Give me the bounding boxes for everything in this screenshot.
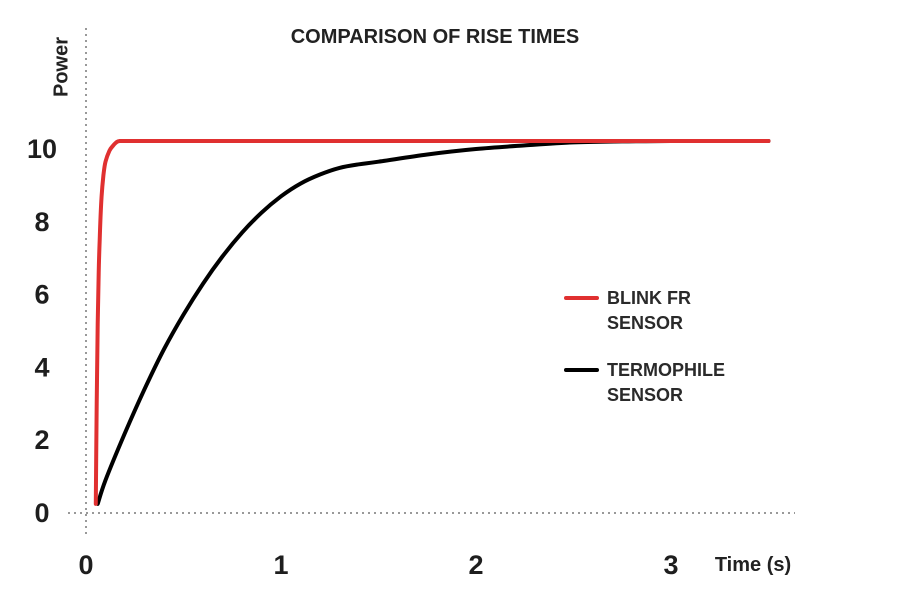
x-tick-label: 3 [663,550,678,580]
legend-entry-termophile: TERMOPHILE SENSOR [607,360,725,405]
y-tick-label: 0 [34,498,49,528]
legend-entry-blink-fr: BLINK FR SENSOR [607,288,691,333]
x-tick-labels: 0 1 2 3 [78,550,678,580]
legend: BLINK FR SENSOR TERMOPHILE SENSOR [564,288,725,405]
x-tick-label: 0 [78,550,93,580]
y-tick-label: 6 [34,280,49,310]
x-axis-label: Time (s) [715,554,791,576]
series-line-blink-fr [93,138,771,506]
x-tick-label: 1 [273,550,288,580]
chart-title: COMPARISON OF RISE TIMES [291,26,580,48]
y-tick-label: 8 [34,207,49,237]
y-tick-label: 10 [27,134,57,164]
y-tick-labels: 0 2 4 6 8 10 [27,134,57,528]
y-tick-label: 4 [34,352,49,382]
y-tick-label: 2 [34,425,49,455]
series-lines [93,138,771,506]
x-tick-label: 2 [468,550,483,580]
y-axis-label: Power [50,37,72,97]
